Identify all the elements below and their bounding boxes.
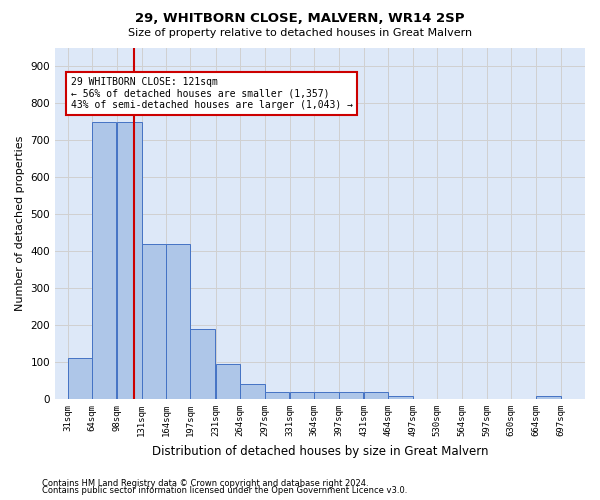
Bar bbox=[166, 244, 190, 399]
Y-axis label: Number of detached properties: Number of detached properties bbox=[15, 136, 25, 311]
Bar bbox=[142, 244, 166, 399]
X-axis label: Distribution of detached houses by size in Great Malvern: Distribution of detached houses by size … bbox=[152, 444, 488, 458]
Text: Size of property relative to detached houses in Great Malvern: Size of property relative to detached ho… bbox=[128, 28, 472, 38]
Bar bbox=[536, 396, 560, 399]
Bar bbox=[338, 392, 363, 399]
Bar bbox=[364, 392, 388, 399]
Bar bbox=[314, 392, 338, 399]
Bar bbox=[215, 364, 240, 399]
Bar bbox=[265, 392, 289, 399]
Text: Contains public sector information licensed under the Open Government Licence v3: Contains public sector information licen… bbox=[42, 486, 407, 495]
Text: Contains HM Land Registry data © Crown copyright and database right 2024.: Contains HM Land Registry data © Crown c… bbox=[42, 478, 368, 488]
Bar bbox=[240, 384, 265, 399]
Bar bbox=[92, 122, 116, 399]
Bar bbox=[117, 122, 142, 399]
Bar bbox=[290, 392, 314, 399]
Text: 29, WHITBORN CLOSE, MALVERN, WR14 2SP: 29, WHITBORN CLOSE, MALVERN, WR14 2SP bbox=[135, 12, 465, 26]
Bar bbox=[388, 396, 413, 399]
Bar bbox=[68, 358, 92, 399]
Text: 29 WHITBORN CLOSE: 121sqm
← 56% of detached houses are smaller (1,357)
43% of se: 29 WHITBORN CLOSE: 121sqm ← 56% of detac… bbox=[71, 77, 353, 110]
Bar bbox=[190, 328, 215, 399]
